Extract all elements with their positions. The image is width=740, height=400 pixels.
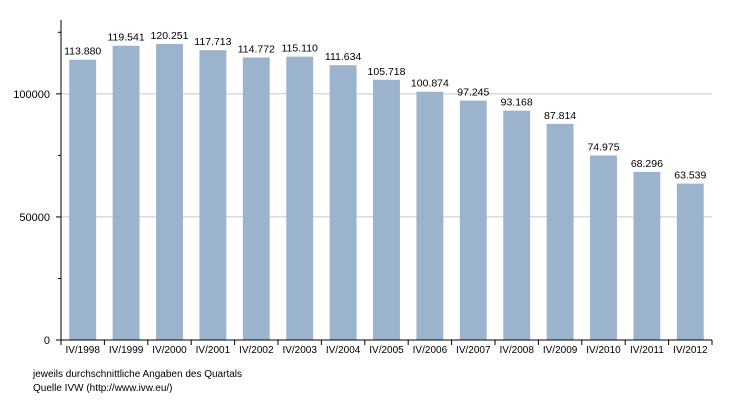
footnote-source: Quelle IVW (http://www.ivw.eu/): [33, 383, 173, 394]
x-tick-label: IV/2006: [413, 345, 448, 356]
x-tick-label: IV/2007: [456, 345, 491, 356]
x-tick-label: IV/2003: [282, 345, 317, 356]
y-tick-label: 100000: [13, 89, 50, 101]
x-tick-label: IV/1999: [109, 345, 144, 356]
x-tick-label: IV/2002: [239, 345, 274, 356]
x-tick-label: IV/2009: [543, 345, 578, 356]
footnote-average: jeweils durchschnittliche Angaben des Qu…: [33, 369, 243, 380]
bar: [546, 123, 574, 340]
x-tick-label: IV/2008: [499, 345, 534, 356]
bar-value-label: 68.296: [631, 158, 663, 170]
bar: [676, 183, 704, 340]
bar-value-label: 115.110: [281, 43, 318, 55]
bar: [69, 59, 97, 341]
bar: [112, 45, 140, 340]
x-tick-label: IV/2011: [630, 345, 664, 356]
bar-value-label: 120.251: [151, 30, 189, 42]
bar-value-label: 100.874: [411, 78, 449, 90]
bar-value-label: 117.713: [194, 36, 231, 48]
bar: [459, 100, 487, 341]
bar: [199, 50, 227, 340]
x-tick-label: IV/2001: [196, 345, 231, 356]
x-tick-label: IV/2004: [326, 345, 361, 356]
bar-value-label: 119.541: [108, 32, 145, 44]
y-tick-label: 50000: [19, 212, 50, 224]
bar-value-label: 87.814: [544, 110, 576, 122]
y-tick-label: 0: [44, 335, 50, 347]
bar-value-label: 105.718: [368, 66, 406, 78]
bar-value-label: 63.539: [674, 170, 706, 182]
x-tick-label: IV/2005: [369, 345, 404, 356]
x-tick-label: IV/2000: [152, 345, 187, 356]
bar: [286, 56, 314, 340]
bar: [503, 110, 531, 340]
x-tick-label: IV/2010: [586, 345, 621, 356]
x-tick-label: IV/1998: [65, 345, 100, 356]
x-tick-label: IV/2012: [673, 345, 708, 356]
bar: [416, 91, 444, 341]
bar: [329, 65, 357, 340]
bar: [242, 57, 270, 340]
bar: [373, 79, 400, 340]
bar-value-label: 74.975: [587, 141, 619, 153]
bar-value-label: 97.245: [457, 87, 489, 99]
bar: [633, 171, 661, 340]
bar-value-label: 111.634: [325, 51, 362, 63]
bar-value-label: 93.168: [501, 97, 533, 109]
bar: [156, 43, 183, 341]
bar-value-label: 114.772: [238, 43, 275, 55]
bar-value-label: 113.880: [64, 46, 101, 58]
bar: [590, 155, 617, 340]
